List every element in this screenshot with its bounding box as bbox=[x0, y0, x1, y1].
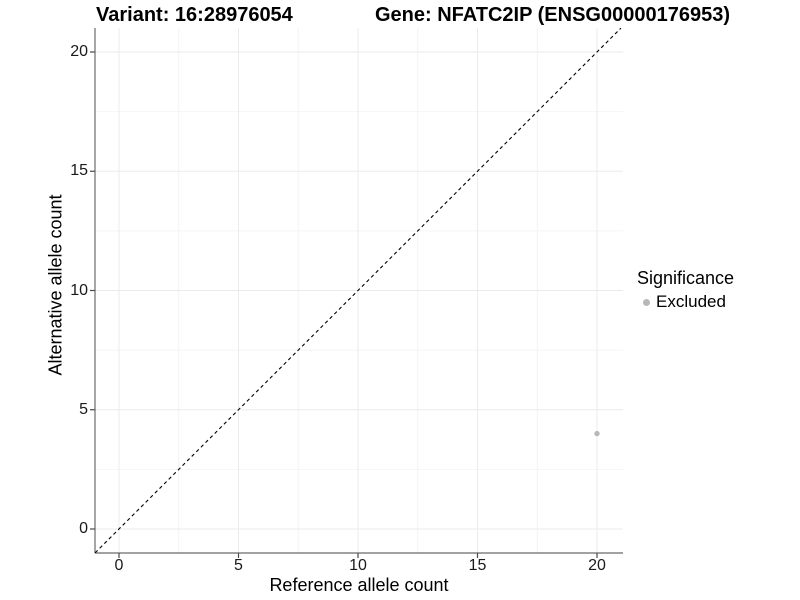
identity-dashed-line bbox=[94, 27, 622, 554]
x-axis-title: Reference allele count bbox=[269, 575, 449, 595]
gene-title: Gene: NFATC2IP (ENSG00000176953) bbox=[375, 4, 730, 26]
legend-item-label: Excluded bbox=[656, 292, 726, 311]
legend-title: Significance bbox=[637, 268, 735, 288]
legend-item-excluded: Excluded bbox=[637, 292, 734, 312]
x-tick-label: 5 bbox=[234, 557, 243, 574]
y-tick-label: 20 bbox=[70, 43, 88, 60]
y-tick-label: 10 bbox=[70, 281, 88, 299]
variant-title: Variant: 16:28976054 bbox=[96, 4, 293, 26]
legend-point-icon bbox=[643, 298, 650, 306]
y-axis-title: Alternative allele count bbox=[45, 194, 66, 376]
legend: Significance Excluded bbox=[637, 268, 734, 312]
y-tick-label: 5 bbox=[79, 400, 88, 418]
y-tick-label: 0 bbox=[79, 520, 88, 537]
data-point bbox=[594, 430, 600, 437]
x-tick-label: 20 bbox=[588, 557, 606, 574]
x-tick-label: 10 bbox=[349, 557, 367, 574]
x-tick-label: 0 bbox=[114, 557, 124, 574]
y-tick-label: 15 bbox=[70, 162, 88, 180]
x-tick-label: 15 bbox=[468, 557, 487, 574]
